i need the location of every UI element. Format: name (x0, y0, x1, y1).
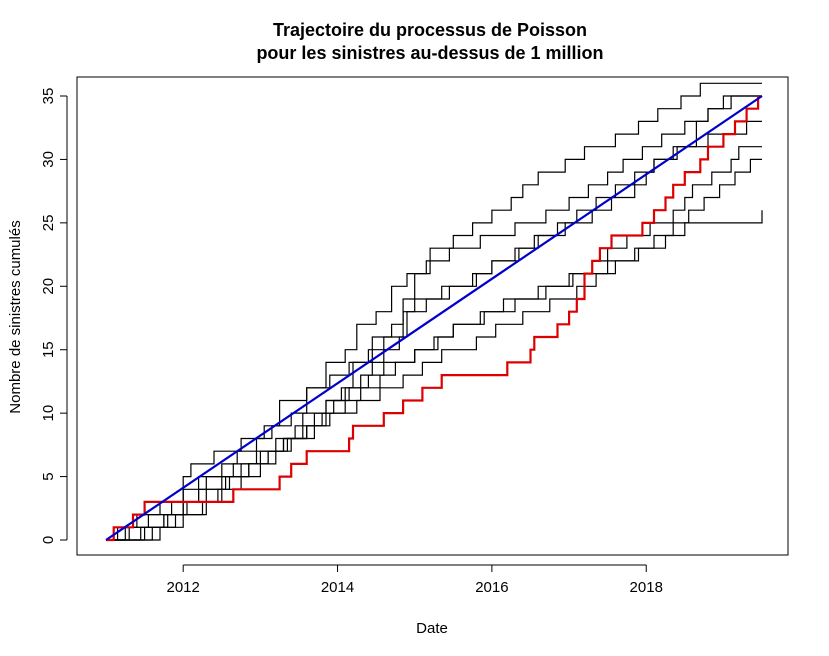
expected-trend-line (105, 95, 763, 541)
simulated-trajectory-2 (106, 146, 762, 541)
x-axis-label: Date (416, 620, 448, 637)
series-layer (105, 82, 763, 542)
y-tick-label: 5 (40, 472, 57, 480)
simulated-trajectory-5 (106, 82, 762, 541)
axes-layer: 2012 2014 2016 2018 0 5 10 15 20 25 30 35 (40, 88, 663, 596)
y-tick-label: 35 (40, 88, 57, 105)
simulated-trajectory-7 (106, 158, 762, 541)
x-tick-label: 2014 (321, 579, 354, 596)
chart-title-line-1: Trajectoire du processus de Poisson (273, 20, 587, 40)
y-tick-label: 10 (40, 405, 57, 422)
y-tick-label: 15 (40, 341, 57, 358)
x-tick-label: 2016 (475, 579, 508, 596)
y-tick-label: 25 (40, 215, 57, 232)
y-axis-label: Nombre de sinistres cumulés (7, 220, 24, 413)
plot-frame (76, 76, 789, 556)
simulated-trajectory-3 (106, 210, 763, 541)
y-tick-label: 0 (40, 536, 57, 544)
simulated-trajectory-6 (106, 95, 762, 541)
y-tick-label: 20 (40, 278, 57, 295)
y-tick-label: 30 (40, 151, 57, 168)
x-tick-label: 2012 (166, 579, 199, 596)
x-tick-label: 2018 (630, 579, 663, 596)
observed-trajectory (106, 96, 760, 542)
chart-title-line-2: pour les sinistres au-dessus de 1 millio… (256, 43, 603, 63)
simulated-trajectory-4 (106, 120, 762, 541)
